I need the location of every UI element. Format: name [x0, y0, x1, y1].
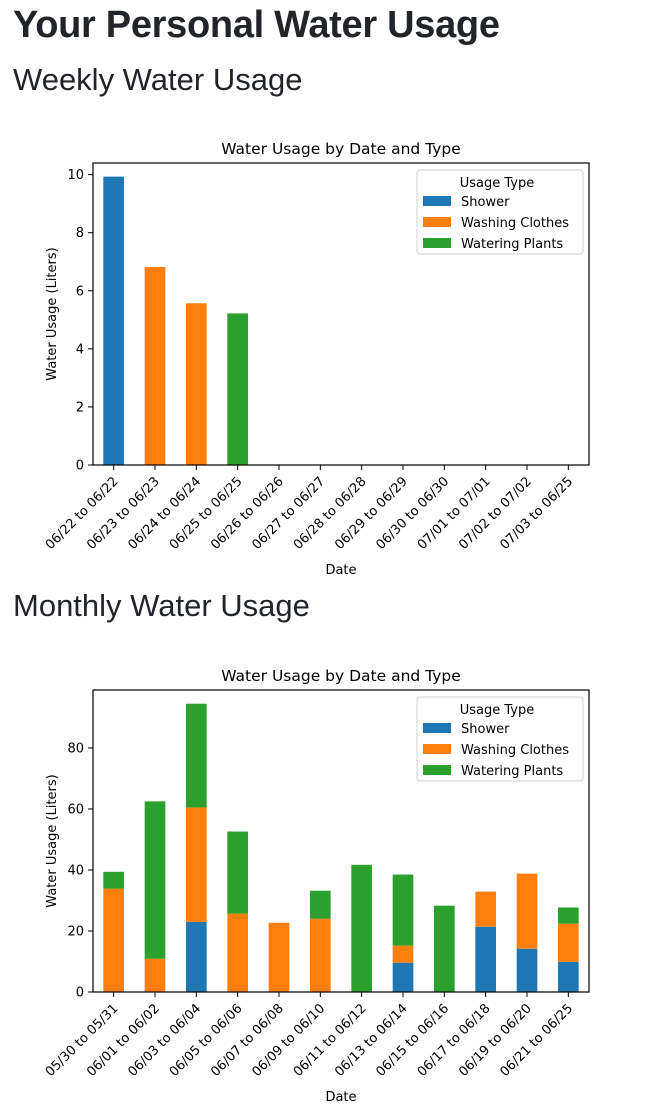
y-axis-label: Water Usage (Liters)	[45, 774, 60, 907]
legend: Usage Type Shower Washing Clothes Watering …	[416, 169, 584, 255]
bar-watering-plants	[227, 831, 248, 914]
x-tick-label: 07/02 to 07/02	[456, 474, 535, 553]
y-tick-label: 10	[67, 168, 84, 183]
bar-watering-plants	[392, 874, 414, 946]
y-tick-label: 40	[67, 863, 84, 878]
y-tick-label: 2	[76, 400, 84, 415]
x-tick-label: 06/22 to 06/22	[43, 474, 122, 553]
x-tick-label: 06/03 to 06/04	[125, 1001, 204, 1080]
bar-watering-plants	[558, 907, 579, 924]
bar-washing-clothes	[103, 888, 124, 992]
legend-label: Washing Clothes	[461, 216, 569, 231]
bar-watering-plants	[144, 801, 166, 959]
legend-box	[416, 169, 584, 255]
bar-watering-plants	[351, 864, 372, 992]
bar-washing-clothes	[144, 958, 166, 992]
legend-swatch-shower	[423, 196, 451, 206]
plot-frame	[92, 689, 590, 993]
y-axis-label: Water Usage (Liters)	[45, 247, 60, 380]
y-tick-label: 8	[76, 226, 84, 241]
legend-swatch-watering-plants	[423, 765, 451, 775]
legend-label: Washing Clothes	[461, 743, 569, 758]
y-tick-label: 0	[76, 459, 84, 474]
bar-washing-clothes	[227, 913, 248, 992]
x-tick-label: 06/29 to 06/29	[332, 474, 411, 553]
y-tick-label: 80	[67, 741, 84, 756]
page-title: Your Personal Water Usage	[13, 4, 500, 46]
bar-watering-plants	[103, 871, 124, 889]
bar-watering-plants	[227, 313, 248, 465]
monthly-usage-chart: Water Usage by Date and Type 0 20 40 60 80 05/…	[43, 667, 590, 1105]
legend-swatch-washing-clothes	[423, 217, 451, 227]
chart-title: Water Usage by Date and Type	[221, 140, 461, 158]
x-tick-label: 07/03 to 06/25	[497, 474, 576, 553]
x-tick-label: 06/09 to 06/10	[249, 1001, 328, 1080]
bar-shower	[475, 926, 496, 992]
legend-title: Usage Type	[460, 176, 535, 191]
legend: Usage Type Shower Washing Clothes Watering …	[416, 696, 584, 782]
bar-watering-plants	[434, 905, 455, 992]
x-axis-label: Date	[325, 1090, 356, 1105]
x-tick-label: 06/15 to 06/16	[373, 1001, 452, 1080]
bar-washing-clothes	[392, 945, 414, 963]
legend-box	[416, 696, 584, 782]
x-tick-label: 06/28 to 06/28	[291, 474, 370, 553]
legend-label: Watering Plants	[461, 764, 563, 779]
x-tick-label: 05/30 to 05/31	[43, 1001, 122, 1080]
x-tick-label: 06/26 to 06/26	[208, 474, 287, 553]
legend-swatch-shower	[423, 723, 451, 733]
bar-washing-clothes	[475, 891, 496, 927]
y-tick-label: 20	[67, 924, 84, 939]
x-tick-label: 06/27 to 06/27	[249, 474, 328, 553]
x-tick-label: 06/30 to 06/30	[373, 474, 452, 553]
legend-swatch-washing-clothes	[423, 744, 451, 754]
bar-washing-clothes	[186, 807, 207, 922]
bar-shower	[558, 961, 579, 992]
x-tick-label: 06/24 to 06/24	[125, 474, 204, 553]
bar-shower	[186, 921, 207, 992]
bar-shower	[392, 962, 414, 992]
bar-watering-plants	[186, 703, 207, 808]
x-tick-label: 06/05 to 06/06	[167, 1001, 246, 1080]
bar-washing-clothes	[558, 923, 579, 962]
legend-label: Shower	[461, 722, 510, 737]
y-tick-label: 0	[76, 986, 84, 1001]
weekly-usage-chart: Water Usage by Date and Type 0 2 4 6 8 10 06/22…	[43, 140, 590, 578]
x-tick-label: 06/25 to 06/25	[167, 474, 246, 553]
x-tick-label: 06/07 to 06/08	[208, 1001, 287, 1080]
bar-washing-clothes	[516, 873, 538, 949]
weekly-section-heading: Weekly Water Usage	[13, 62, 303, 97]
legend-title: Usage Type	[460, 703, 535, 718]
x-tick-label: 06/01 to 06/02	[84, 1001, 163, 1080]
monthly-section-heading: Monthly Water Usage	[13, 588, 310, 623]
y-tick-label: 60	[67, 802, 84, 817]
y-tick-label: 6	[76, 284, 84, 299]
x-tick-label: 06/17 to 06/18	[415, 1001, 494, 1080]
chart-title: Water Usage by Date and Type	[221, 667, 461, 685]
x-tick-label: 07/01 to 07/01	[415, 474, 494, 553]
bar-washing-clothes	[144, 266, 166, 465]
legend-label: Shower	[461, 195, 510, 210]
legend-swatch-watering-plants	[423, 238, 451, 248]
x-tick-label: 06/19 to 06/20	[456, 1001, 535, 1080]
bar-washing-clothes	[268, 922, 290, 992]
x-tick-label: 06/11 to 06/12	[291, 1001, 370, 1080]
bar-shower	[103, 176, 124, 465]
bar-washing-clothes	[186, 303, 207, 465]
bar-washing-clothes	[310, 918, 331, 992]
y-tick-label: 4	[76, 342, 84, 357]
x-axis-label: Date	[325, 563, 356, 578]
bar-watering-plants	[310, 890, 331, 919]
x-tick-label: 06/21 to 06/25	[497, 1001, 576, 1080]
x-tick-label: 06/13 to 06/14	[332, 1001, 411, 1080]
x-tick-label: 06/23 to 06/23	[84, 474, 163, 553]
plot-frame	[92, 162, 590, 466]
bar-shower	[516, 948, 538, 992]
legend-label: Watering Plants	[461, 237, 563, 252]
